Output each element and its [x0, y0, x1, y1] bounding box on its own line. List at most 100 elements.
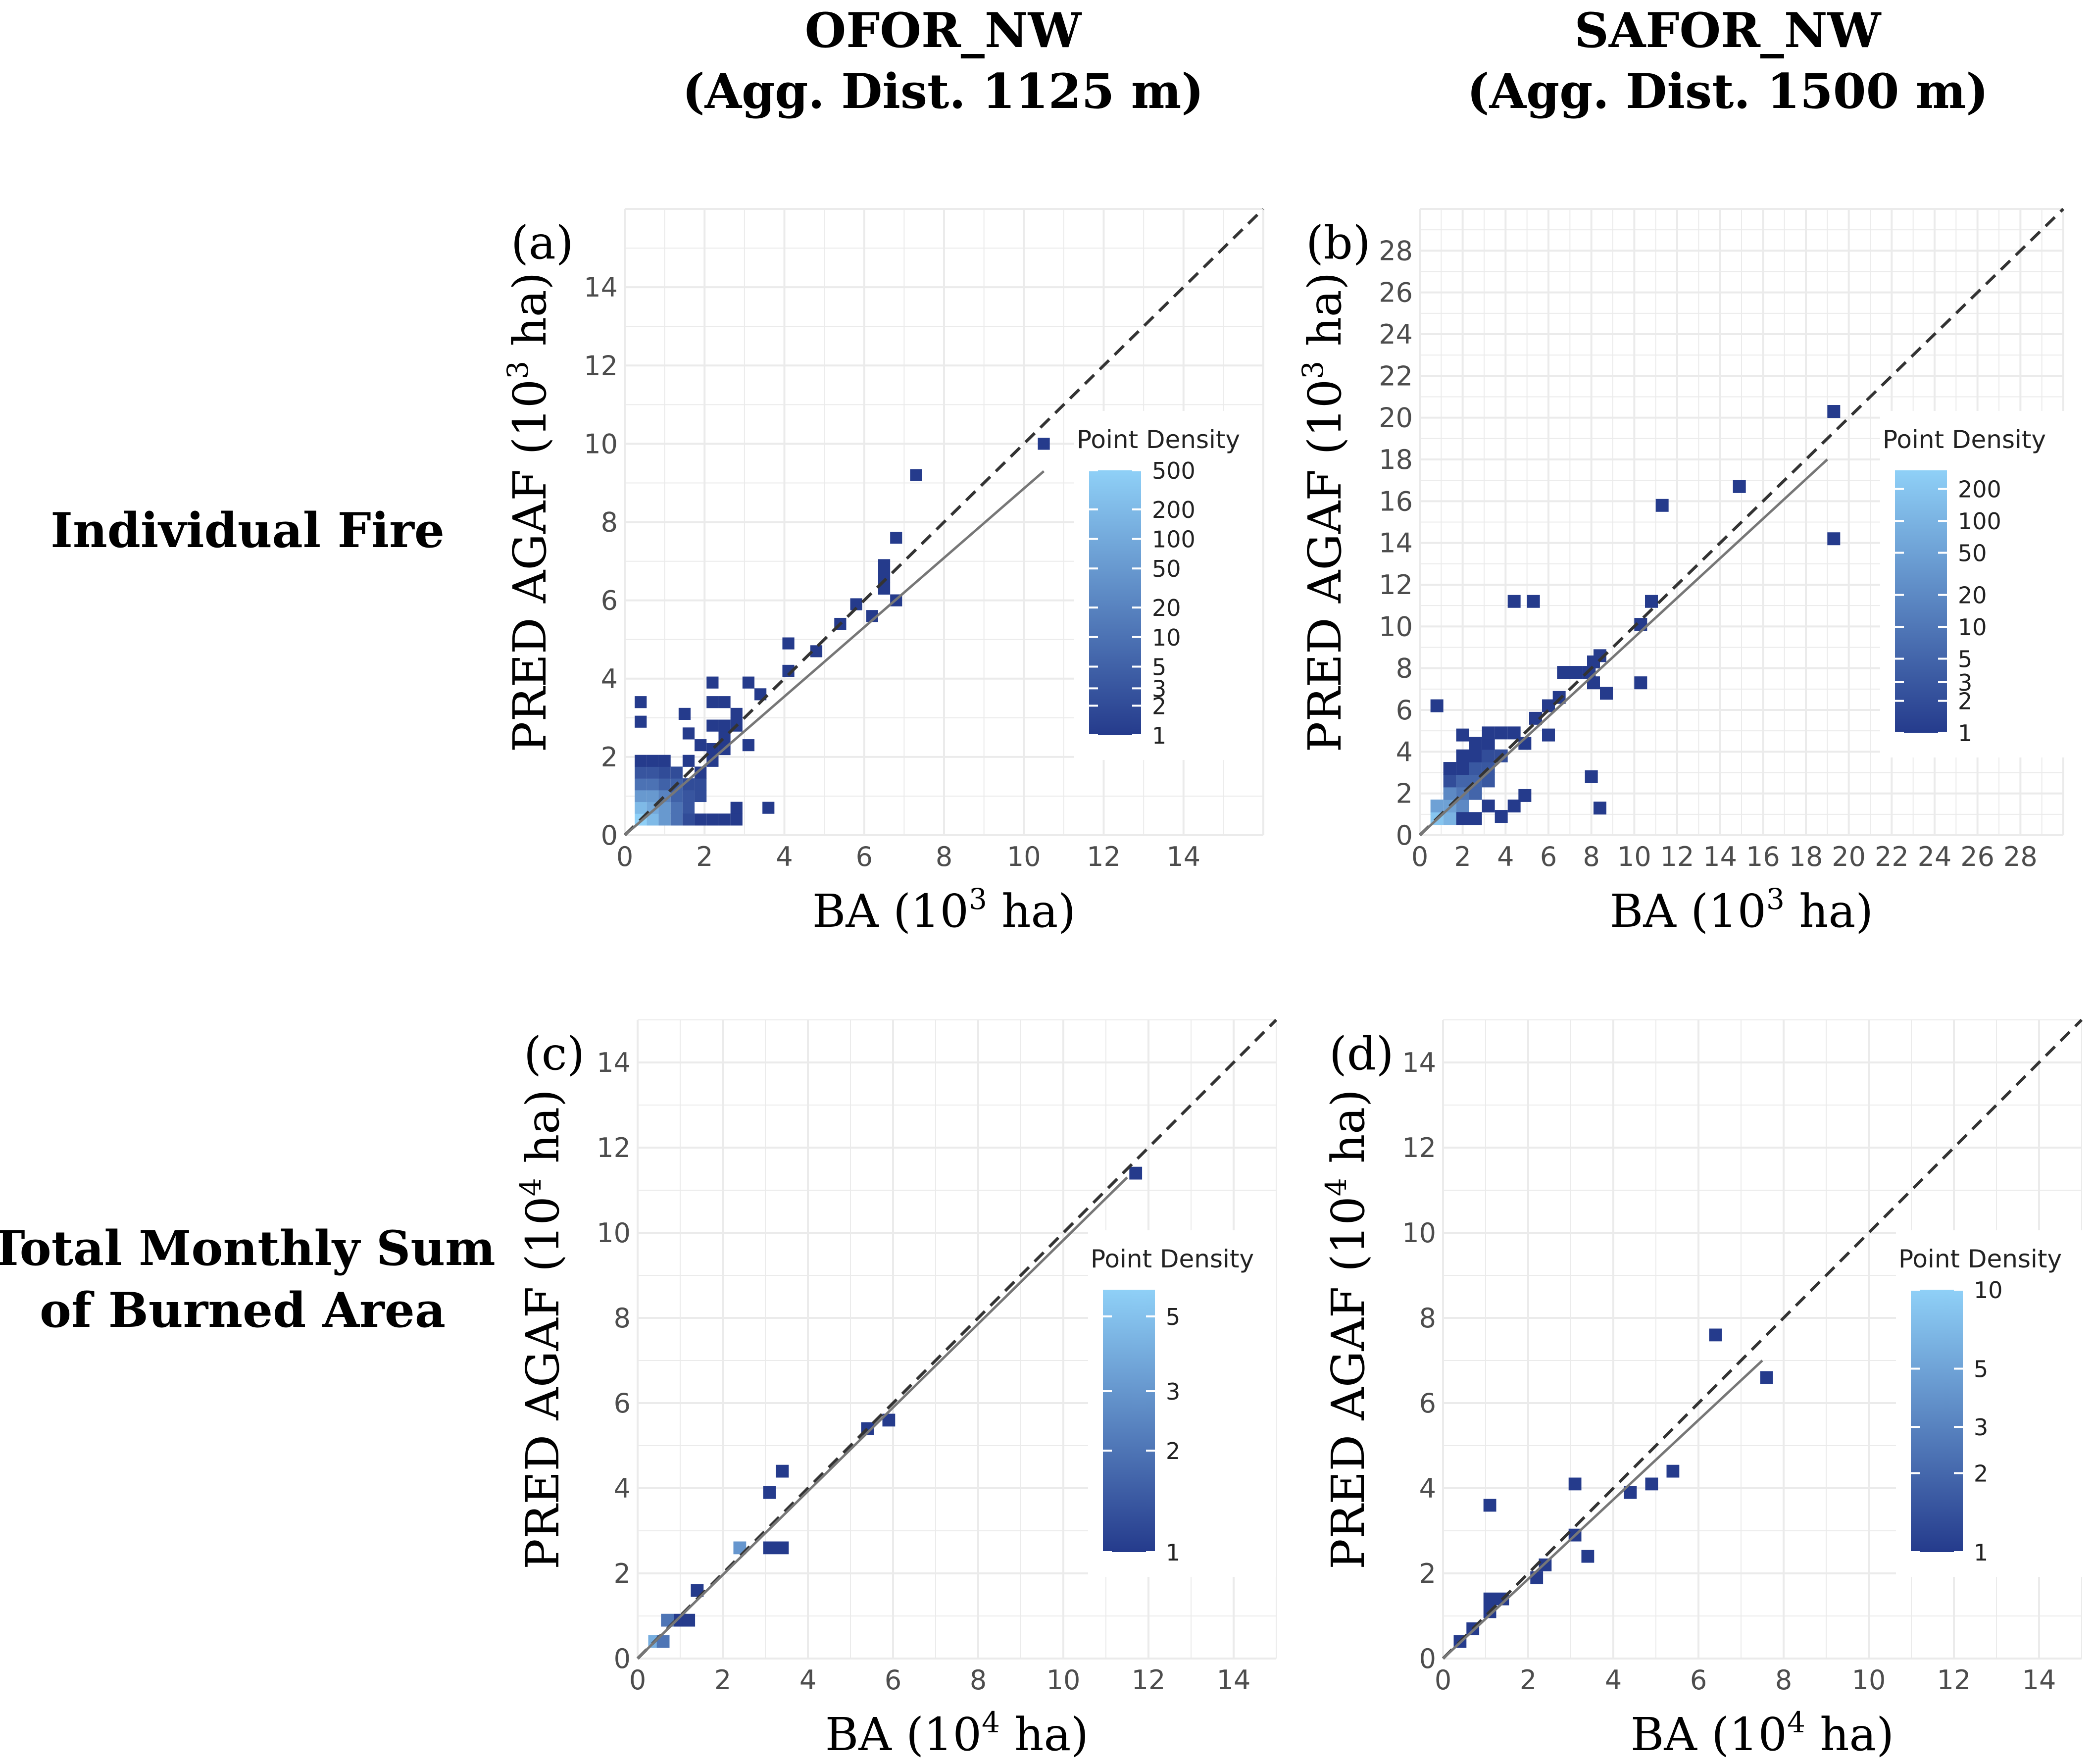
x-tick-label: 2 [714, 1664, 731, 1696]
density-cell [1495, 726, 1508, 740]
density-cell [1482, 799, 1495, 812]
x-tick-label: 12 [1132, 1664, 1166, 1696]
density-cell [658, 766, 671, 779]
density-cell [1709, 1328, 1722, 1342]
y-tick-label: 6 [614, 1388, 631, 1419]
legend-tick-label: 10 [1958, 614, 1987, 641]
density-cell [1443, 774, 1456, 788]
x-tick-label: 22 [1875, 841, 1909, 872]
x-tick-label: 0 [1435, 1664, 1451, 1696]
density-cell [1581, 1550, 1595, 1563]
legend-tick-label: 10 [1974, 1277, 2003, 1304]
y-tick-label: 14 [1379, 528, 1413, 559]
density-cell [1570, 666, 1583, 679]
legend-title: Point Density [1091, 1245, 1254, 1273]
regression-fit-line [637, 1176, 1128, 1660]
density-cell [1443, 812, 1456, 825]
panel-label: (c) [524, 1027, 585, 1080]
y-tick-label: 10 [597, 1217, 631, 1249]
density-cell [706, 676, 719, 689]
y-tick-label: 6 [601, 585, 618, 616]
legend-tick-label: 2 [1958, 688, 1972, 715]
density-cell [1038, 438, 1050, 450]
density-cell [1456, 728, 1469, 742]
density-cell [1456, 749, 1469, 762]
x-tick-label: 16 [1746, 841, 1780, 872]
x-axis-title: BA (104 ha) [825, 1706, 1089, 1761]
column-header-ofor-subtitle: (Agg. Dist. 1125 m) [682, 63, 1204, 119]
x-tick-label: 8 [970, 1664, 987, 1696]
density-cell [1469, 762, 1482, 775]
density-cell [706, 696, 719, 708]
x-tick-label: 0 [616, 841, 633, 872]
y-tick-label: 10 [1379, 611, 1413, 642]
row-label-monthly-sum-line2: of Burned Area [40, 1282, 446, 1338]
x-axis-title: BA (103 ha) [1610, 882, 1873, 938]
density-cell [682, 727, 695, 740]
legend-tick-label: 100 [1152, 526, 1196, 553]
x-tick-label: 8 [1583, 841, 1599, 872]
x-tick-label: 2 [1520, 1664, 1537, 1696]
density-cell [695, 813, 707, 826]
legend-tick-label: 5 [1958, 646, 1972, 672]
density-cell [670, 802, 683, 814]
density-cell [1469, 749, 1482, 762]
density-cell [763, 1486, 776, 1499]
density-cell [776, 1464, 789, 1478]
density-cell [647, 766, 659, 779]
x-axis-title: BA (103 ha) [812, 882, 1076, 938]
density-cell [706, 719, 719, 732]
y-tick-label: 0 [614, 1643, 631, 1674]
y-tick-label: 12 [597, 1132, 631, 1163]
x-tick-label: 6 [856, 841, 873, 872]
y-axis-title: PRED AGAF (104 ha) [1319, 1089, 1375, 1569]
legend-tick-label: 50 [1958, 540, 1987, 566]
x-tick-label: 6 [885, 1664, 901, 1696]
density-cell [718, 813, 731, 826]
y-tick-label: 14 [584, 272, 618, 303]
x-tick-label: 10 [1852, 1664, 1886, 1696]
legend-tick-label: 100 [1958, 508, 2001, 535]
density-cell [730, 813, 743, 826]
legend-tick-label: 1 [1166, 1539, 1180, 1566]
density-cell [647, 790, 659, 803]
density-cell [763, 1541, 776, 1555]
y-tick-label: 28 [1379, 235, 1413, 266]
legend-tick-label: 5 [1166, 1304, 1180, 1330]
y-tick-label: 8 [1419, 1303, 1436, 1334]
x-tick-label: 12 [1087, 841, 1121, 872]
y-tick-label: 14 [1402, 1047, 1436, 1078]
y-tick-label: 4 [601, 663, 618, 695]
density-cell [1495, 810, 1508, 823]
density-cell [647, 778, 659, 791]
density-cell [635, 755, 647, 767]
density-cell [1456, 762, 1469, 775]
x-tick-label: 2 [1454, 841, 1471, 872]
column-header-safor-subtitle: (Agg. Dist. 1500 m) [1467, 63, 1989, 119]
y-tick-label: 26 [1379, 277, 1413, 308]
y-tick-label: 10 [1402, 1217, 1436, 1249]
density-cell [635, 715, 647, 728]
y-tick-label: 8 [614, 1303, 631, 1334]
density-cell [1645, 1477, 1658, 1491]
y-tick-label: 18 [1379, 444, 1413, 475]
x-tick-label: 18 [1789, 841, 1823, 872]
y-tick-label: 22 [1379, 360, 1413, 392]
density-cell [1507, 595, 1521, 608]
x-tick-label: 14 [2022, 1664, 2056, 1696]
x-axis-title: BA (104 ha) [1631, 1706, 1894, 1761]
one-to-one-line [623, 207, 1265, 837]
y-tick-label: 14 [597, 1047, 631, 1078]
density-cell [1129, 1166, 1143, 1180]
legend-tick-label: 10 [1152, 624, 1181, 651]
density-cell [1655, 499, 1669, 512]
density-cell [1518, 789, 1532, 802]
density-cell [810, 645, 823, 657]
legend-colorbar [1895, 470, 1947, 733]
density-cell [1443, 762, 1456, 775]
density-cell [1733, 480, 1746, 493]
density-cell [635, 802, 647, 814]
